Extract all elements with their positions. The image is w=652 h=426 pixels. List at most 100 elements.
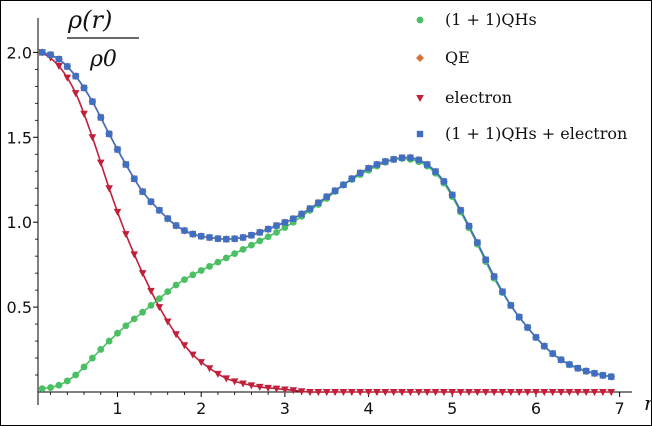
series-3-marker xyxy=(507,302,515,309)
series-2-marker xyxy=(507,389,515,396)
series-3-marker xyxy=(189,230,197,238)
series-3-marker xyxy=(566,361,573,368)
series-2-marker xyxy=(448,389,457,396)
series-3-marker xyxy=(474,239,481,246)
series-2-marker xyxy=(189,351,197,359)
series-3-marker xyxy=(390,156,397,163)
series-2-marker xyxy=(582,389,590,396)
series-2-marker xyxy=(264,384,272,392)
legend-marker-0 xyxy=(416,16,424,24)
series-2-marker xyxy=(122,231,130,239)
series-0-marker xyxy=(114,329,121,337)
series-3-marker xyxy=(114,146,121,153)
series-2-marker xyxy=(96,159,105,167)
series-3-marker xyxy=(365,165,372,172)
series-3-marker xyxy=(281,219,289,226)
series-line-2 xyxy=(41,51,612,393)
series-2-marker xyxy=(599,389,607,396)
series-2-marker xyxy=(88,134,97,142)
legend-label-2: electron xyxy=(445,88,512,107)
series-3-marker xyxy=(382,158,389,165)
series-2-marker xyxy=(230,378,239,386)
series-2-marker xyxy=(481,389,490,396)
series-0-marker xyxy=(214,258,222,266)
curves xyxy=(41,51,612,393)
series-3-marker xyxy=(499,288,506,295)
series-2-marker xyxy=(431,389,440,396)
series-3-marker xyxy=(449,191,456,199)
series-3-marker xyxy=(407,154,414,161)
series-3-marker xyxy=(223,235,230,243)
x-axis-label: r xyxy=(644,391,652,415)
series-3-marker xyxy=(315,199,322,206)
x-tick-label-6: 6 xyxy=(531,399,541,418)
series-2-marker xyxy=(138,270,147,278)
series-3-marker xyxy=(239,234,247,241)
series-3-marker xyxy=(457,207,464,214)
series-0-marker xyxy=(130,315,138,323)
series-3-marker xyxy=(574,365,581,372)
series-0-marker xyxy=(122,322,130,330)
series-2-marker xyxy=(222,375,231,383)
y-tick-label-1: 1.0 xyxy=(7,213,32,232)
series-0-marker xyxy=(231,250,239,258)
series-2-marker xyxy=(172,331,180,339)
series-2-marker xyxy=(406,389,415,396)
legend-marker-1 xyxy=(416,54,424,62)
legend-label-3: (1 + 1)QHs + electron xyxy=(445,124,627,143)
x-tick-label-3: 3 xyxy=(280,399,290,418)
series-2-marker xyxy=(322,389,331,396)
series-2-marker xyxy=(163,318,172,326)
series-2-marker xyxy=(197,359,205,367)
series-3-marker xyxy=(490,273,498,280)
x-tick-label-4: 4 xyxy=(363,399,373,418)
series-0-marker xyxy=(264,233,272,241)
series-3-marker xyxy=(72,72,79,80)
series-2-marker xyxy=(113,208,122,216)
series-2-marker xyxy=(105,185,113,193)
series-3-marker xyxy=(231,235,238,242)
series-3-marker xyxy=(47,51,54,58)
series-2-marker xyxy=(297,388,306,396)
series-2-marker xyxy=(364,389,373,396)
series-3-marker xyxy=(105,130,113,138)
series-0-marker xyxy=(72,371,80,379)
series-2-marker xyxy=(63,74,72,82)
series-3-marker xyxy=(549,350,556,357)
series-0-marker xyxy=(197,267,205,274)
series-2-marker xyxy=(306,389,314,396)
series-3-marker xyxy=(256,229,263,236)
series-3-marker xyxy=(599,372,607,379)
series-3-marker xyxy=(298,210,305,218)
series-2-marker xyxy=(414,389,423,396)
series-2-marker xyxy=(456,389,465,396)
series-0-marker xyxy=(273,228,280,236)
series-3-marker xyxy=(331,187,339,194)
series-2-marker xyxy=(440,389,448,396)
series-0-marker xyxy=(164,288,172,295)
series-2-marker xyxy=(214,370,222,378)
series-2-marker xyxy=(515,389,524,396)
series-3-marker xyxy=(348,175,356,182)
markers xyxy=(38,48,616,396)
series-3-marker xyxy=(139,188,146,195)
series-3-marker xyxy=(181,227,188,234)
series-2-marker xyxy=(540,389,549,396)
series-2-marker xyxy=(423,389,431,396)
series-3-marker xyxy=(172,222,180,229)
series-2-marker xyxy=(532,389,540,396)
series-0-marker xyxy=(80,363,88,371)
series-2-marker xyxy=(247,382,256,390)
series-3-marker xyxy=(38,49,46,56)
series-3-marker xyxy=(206,234,213,241)
series-2-marker xyxy=(523,389,532,396)
series-2-marker xyxy=(381,389,390,396)
legend-label-1: QE xyxy=(445,48,470,67)
series-3-marker xyxy=(55,55,63,63)
series-0-marker xyxy=(248,241,255,249)
series-2-marker xyxy=(155,304,164,312)
series-2-marker xyxy=(373,389,381,396)
series-2-marker xyxy=(289,387,298,395)
series-3-marker xyxy=(516,313,523,321)
series-2-marker xyxy=(331,389,339,396)
